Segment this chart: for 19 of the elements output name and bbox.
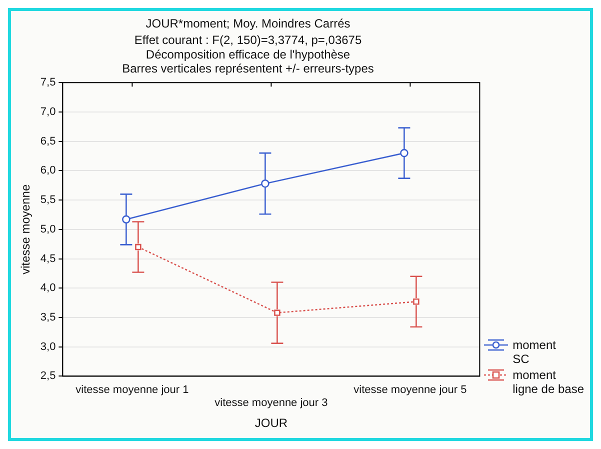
- y-tick-label: 4,0: [40, 282, 56, 294]
- chart-subtitle: Effet courant : F(2, 150)=3,3774, p=,03675 Décomposition efficace de l'hypothèse Barres verticales représentent +/- erreurs-types: [122, 32, 374, 76]
- y-tick-label: 2,5: [40, 370, 56, 382]
- y-tick-label: 5,0: [40, 223, 56, 236]
- y-tick-label: 6,0: [40, 164, 56, 177]
- x-tick-label: vitesse moyenne jour 1: [76, 384, 189, 396]
- y-tick-label: 6,5: [40, 135, 56, 148]
- y-tick-label: 3,0: [40, 340, 56, 353]
- y-axis-title: vitesse moyenne: [18, 184, 33, 274]
- chart-title: JOUR*moment; Moy. Moindres Carrés: [146, 16, 350, 31]
- x-tick-label: vitesse moyenne jour 5: [354, 384, 467, 396]
- y-tick-label: 4,5: [40, 252, 56, 265]
- y-tick-label: 3,5: [40, 312, 56, 324]
- x-axis-title: JOUR: [254, 416, 288, 430]
- y-tick-label: 5,5: [40, 194, 56, 206]
- y-tick-label: 7,0: [40, 106, 56, 118]
- legend-label: moment ligne de base: [512, 368, 584, 396]
- y-tick-label: 7,5: [40, 76, 56, 89]
- x-tick-label: vitesse moyenne jour 3: [214, 397, 328, 410]
